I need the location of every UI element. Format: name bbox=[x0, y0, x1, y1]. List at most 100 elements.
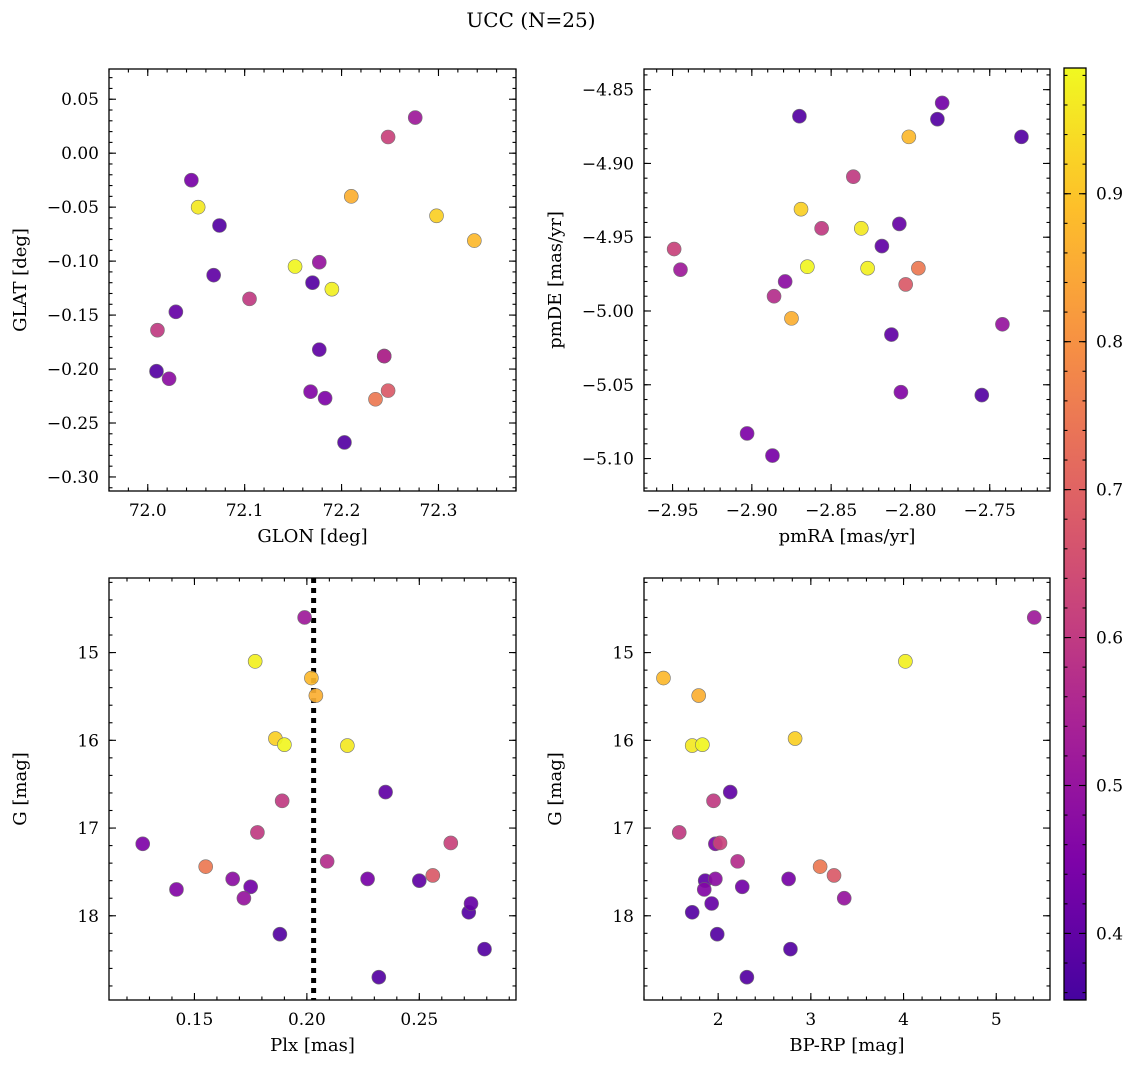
scatter-point bbox=[324, 281, 340, 297]
scatter-point bbox=[274, 793, 290, 809]
scatter-point bbox=[184, 172, 199, 188]
y-tick-label: 18 bbox=[612, 907, 634, 927]
scatter-point bbox=[242, 291, 257, 307]
y-tick-label: 15 bbox=[612, 644, 634, 664]
y-tick-label: −0.25 bbox=[47, 414, 99, 434]
scatter-point bbox=[412, 873, 427, 888]
scatter-point bbox=[893, 384, 909, 400]
x-tick-label: 3 bbox=[805, 1010, 816, 1030]
scatter-point bbox=[287, 259, 303, 274]
scatter-point bbox=[860, 260, 875, 276]
scatter-point bbox=[696, 882, 712, 897]
scatter-point bbox=[898, 277, 913, 292]
scatter-point bbox=[792, 108, 807, 124]
x-tick-label: −2.75 bbox=[964, 501, 1016, 521]
x-tick-label: 5 bbox=[991, 1010, 1002, 1030]
scatter-point bbox=[304, 670, 319, 686]
x-tick-label: 72.3 bbox=[420, 501, 458, 521]
scatter-point bbox=[708, 871, 723, 887]
y-tick-label: −0.10 bbox=[47, 252, 99, 272]
x-tick-label: −2.95 bbox=[646, 501, 698, 521]
scatter-point bbox=[1014, 129, 1029, 145]
scatter-point bbox=[691, 688, 706, 703]
colorbar-tick-label: 0.4 bbox=[1096, 924, 1123, 944]
x-axis-label: GLON [deg] bbox=[257, 526, 367, 547]
scatter-point bbox=[814, 221, 829, 236]
x-tick-label: 0.25 bbox=[400, 1010, 438, 1030]
scatter-point bbox=[380, 383, 396, 398]
scatter-point bbox=[236, 890, 252, 906]
y-axis-label: GLAT [deg] bbox=[10, 228, 31, 332]
scatter-point bbox=[368, 391, 383, 407]
scatter-point bbox=[704, 896, 719, 911]
y-tick-label: −4.85 bbox=[582, 81, 634, 101]
scatter-point bbox=[467, 233, 482, 248]
panel-4: 2 3 4 5 15 16 17 18 BP-RP [mag] G [mag] bbox=[545, 577, 1051, 1056]
x-tick-label: −2.90 bbox=[726, 501, 778, 521]
scatter-point bbox=[376, 348, 392, 364]
colorbar-gradient bbox=[1063, 67, 1087, 1001]
scatter-point bbox=[317, 390, 333, 406]
scatter-point bbox=[874, 238, 890, 254]
scatter-point bbox=[709, 926, 725, 942]
axes-frame bbox=[643, 577, 1051, 1001]
x-tick-label: 2 bbox=[713, 1010, 724, 1030]
scatter-point bbox=[425, 868, 441, 883]
x-tick-label: 72.2 bbox=[323, 501, 361, 521]
colorbar-tick-label: 0.7 bbox=[1096, 481, 1123, 501]
scatter-point bbox=[297, 610, 312, 625]
y-tick-label: −0.20 bbox=[47, 360, 99, 380]
scatter-point bbox=[305, 275, 320, 290]
scatter-point bbox=[712, 835, 728, 851]
x-axis-label: Plx [mas] bbox=[270, 1035, 355, 1056]
scatter-point bbox=[911, 260, 926, 276]
scatter-point bbox=[974, 387, 990, 403]
scatter-point bbox=[783, 941, 798, 957]
x-tick-label: 72.0 bbox=[129, 501, 167, 521]
scatter-point bbox=[846, 169, 861, 185]
scatter-point bbox=[340, 738, 355, 753]
scatter-point bbox=[243, 879, 258, 895]
colorbar-tick-label: 0.6 bbox=[1096, 629, 1123, 649]
scatter-point bbox=[739, 969, 755, 985]
panel-3: 0.15 0.20 0.25 15 16 17 18 Plx [mas] G [mag] bbox=[10, 577, 517, 1056]
scatter-point bbox=[212, 218, 227, 233]
scatter-point bbox=[429, 208, 444, 224]
x-tick-label: 72.1 bbox=[226, 501, 264, 521]
scatter-point bbox=[995, 316, 1010, 332]
y-tick-label: −0.05 bbox=[47, 198, 99, 218]
x-tick-label: 4 bbox=[898, 1010, 909, 1030]
scatter-point bbox=[695, 737, 710, 752]
scatter-point bbox=[168, 304, 184, 320]
scatter-points bbox=[135, 610, 492, 985]
scatter-point bbox=[360, 871, 375, 887]
x-tick-label: −2.85 bbox=[805, 501, 857, 521]
scatter-point bbox=[800, 259, 815, 275]
scatter-point bbox=[337, 435, 352, 450]
scatter-point bbox=[884, 327, 899, 342]
scatter-point bbox=[898, 654, 913, 669]
scatter-point bbox=[272, 926, 288, 942]
scatter-point bbox=[206, 267, 221, 283]
scatter-point bbox=[734, 879, 750, 895]
scatter-point bbox=[308, 688, 324, 703]
scatter-point bbox=[934, 95, 950, 111]
scatter-point bbox=[901, 129, 917, 145]
y-axis-label: G [mag] bbox=[545, 752, 566, 825]
scatter-point bbox=[311, 342, 327, 357]
colorbar-tick-label: 0.5 bbox=[1096, 776, 1123, 796]
y-tick-label: 0.05 bbox=[61, 90, 99, 110]
scatter-point bbox=[765, 448, 780, 463]
scatter-points bbox=[656, 610, 1042, 985]
scatter-point bbox=[826, 868, 842, 883]
scatter-point bbox=[477, 941, 492, 957]
x-tick-label: −2.80 bbox=[884, 501, 936, 521]
y-tick-label: 15 bbox=[77, 644, 99, 664]
panel-1: 72.0 72.1 72.2 72.3 0.05 0.00 −0.05 −0.10 −0.15 −… bbox=[10, 68, 517, 547]
y-tick-label: 0.00 bbox=[61, 144, 99, 164]
scatter-point bbox=[190, 199, 206, 215]
scatter-point bbox=[781, 871, 796, 887]
y-tick-label: 18 bbox=[77, 907, 99, 927]
scatter-point bbox=[666, 241, 682, 257]
